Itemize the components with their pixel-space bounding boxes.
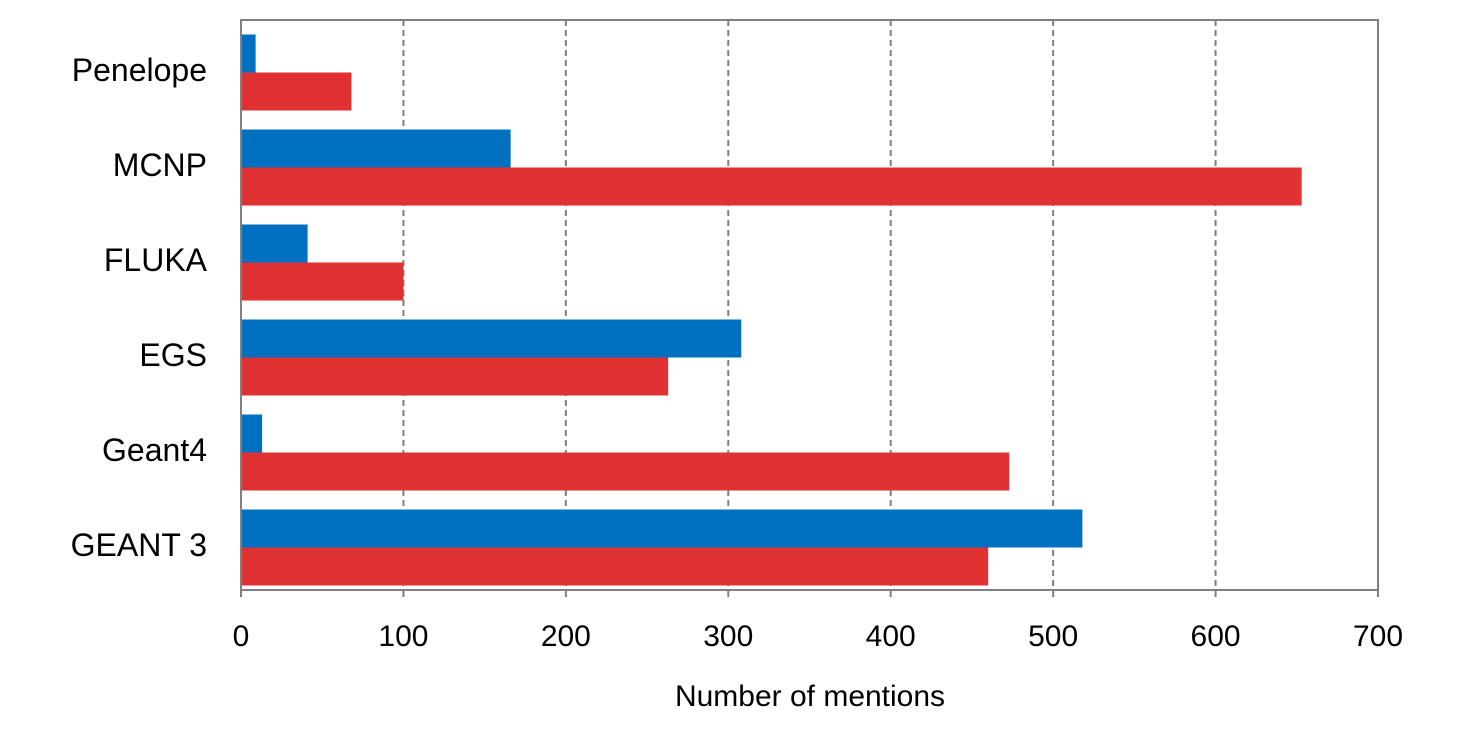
x-tick-label: 200 bbox=[541, 620, 591, 653]
y-tick-label: EGS bbox=[139, 337, 207, 373]
y-tick-label: FLUKA bbox=[104, 242, 208, 278]
x-axis-title: Number of mentions bbox=[675, 680, 945, 713]
bar bbox=[241, 167, 1302, 206]
y-tick-label: Penelope bbox=[72, 52, 207, 88]
x-tick-label: 100 bbox=[378, 620, 428, 653]
bar bbox=[241, 452, 1010, 491]
y-tick-label: Geant4 bbox=[102, 432, 207, 468]
x-tick-label: 400 bbox=[866, 620, 916, 653]
x-tick-label: 500 bbox=[1028, 620, 1078, 653]
plot-frame bbox=[240, 19, 1379, 591]
x-tick-label: 600 bbox=[1191, 620, 1241, 653]
bar bbox=[241, 224, 308, 263]
x-tick-label: 700 bbox=[1353, 620, 1403, 653]
bar bbox=[241, 357, 669, 396]
bar bbox=[241, 547, 989, 586]
bar bbox=[241, 129, 511, 168]
bar bbox=[241, 72, 352, 111]
y-tick-label: MCNP bbox=[113, 147, 207, 183]
x-tick-label: 300 bbox=[703, 620, 753, 653]
bar bbox=[241, 319, 742, 358]
bar bbox=[241, 509, 1083, 548]
y-tick-label: GEANT 3 bbox=[71, 527, 207, 563]
bar bbox=[241, 34, 256, 73]
bar bbox=[241, 262, 404, 301]
x-tick-label: 0 bbox=[233, 620, 250, 653]
bar bbox=[241, 414, 263, 453]
